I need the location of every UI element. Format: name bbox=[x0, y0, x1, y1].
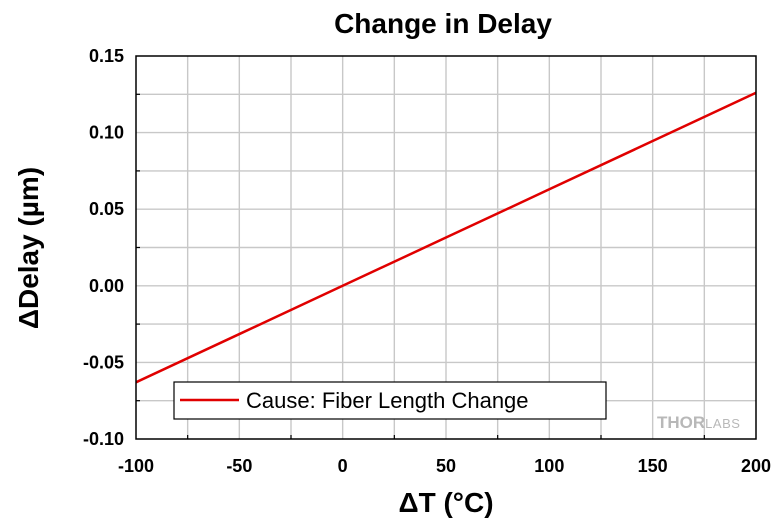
x-tick-label: 150 bbox=[638, 456, 668, 476]
x-tick-label: -100 bbox=[118, 456, 154, 476]
logo-thor: THOR bbox=[657, 413, 705, 432]
plot-frame bbox=[135, 55, 757, 440]
thorlabs-logo: THORLABS bbox=[657, 413, 740, 432]
x-tick-label: -50 bbox=[226, 456, 252, 476]
x-tick-label: 200 bbox=[741, 456, 771, 476]
x-tick-label: 0 bbox=[338, 456, 348, 476]
y-tick-label: 0.05 bbox=[89, 199, 124, 219]
y-tick-labels: -0.10 -0.05 0.00 0.05 0.10 0.15 bbox=[83, 46, 124, 449]
logo-labs: LABS bbox=[705, 416, 740, 431]
y-axis-label: ΔDelay (µm) bbox=[13, 167, 44, 329]
series-line-fiber-length bbox=[136, 91, 756, 384]
chart-title: Change in Delay bbox=[334, 8, 552, 39]
y-tick-label: -0.05 bbox=[83, 352, 124, 372]
legend-label: Cause: Fiber Length Change bbox=[246, 388, 529, 413]
svg-text:THORLABS: THORLABS bbox=[657, 413, 740, 432]
y-tick-label: 0.00 bbox=[89, 276, 124, 296]
legend-box bbox=[173, 381, 607, 420]
legend: Cause: Fiber Length Change bbox=[173, 381, 607, 420]
x-tick-labels: -100 -50 0 50 100 150 200 bbox=[118, 456, 771, 476]
x-tick-label: 100 bbox=[534, 456, 564, 476]
y-tick-label: -0.10 bbox=[83, 429, 124, 449]
x-axis-label: ΔT (°C) bbox=[398, 487, 493, 518]
x-tick-label: 50 bbox=[436, 456, 456, 476]
y-tick-label: 0.10 bbox=[89, 123, 124, 143]
y-tick-label: 0.15 bbox=[89, 46, 124, 66]
